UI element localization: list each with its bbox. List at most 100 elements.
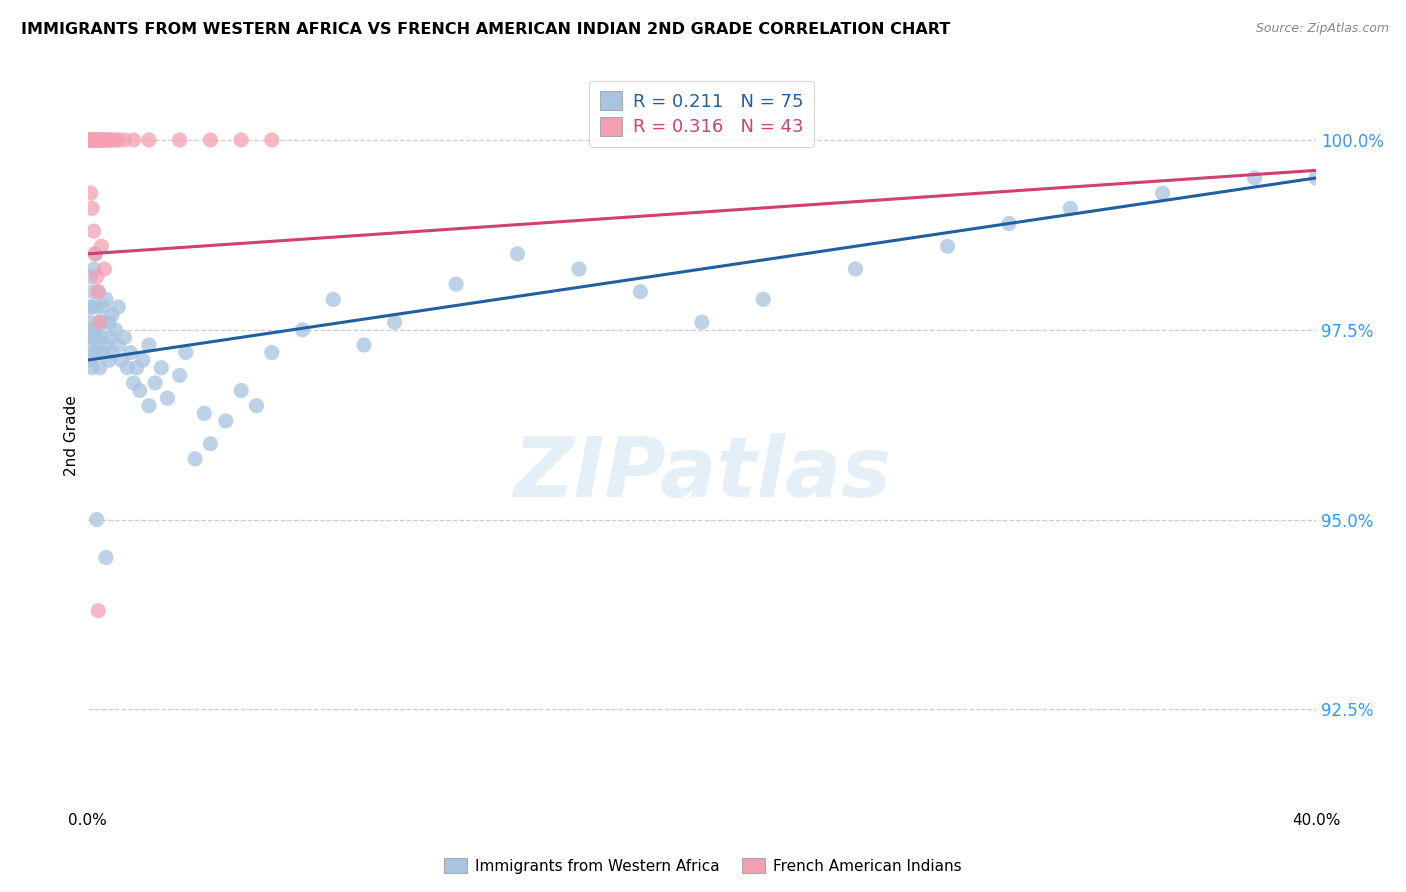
Point [628,285,651,299]
Point [91,133,114,147]
Point [82,285,104,299]
Point [138,399,160,413]
Point [752,293,775,307]
Point [93,315,115,329]
Point [98,315,121,329]
Legend: R = 0.211   N = 75, R = 0.316   N = 43: R = 0.211 N = 75, R = 0.316 N = 43 [589,80,814,147]
Point [87,604,110,618]
Point [87,285,110,299]
Point [128,384,150,398]
Point [80,133,103,147]
Point [1243,170,1265,185]
Point [84,133,107,147]
Point [184,451,207,466]
Point [79,186,101,201]
Point [91,133,114,147]
Point [122,376,145,390]
Point [245,399,267,413]
Point [260,345,283,359]
Point [112,133,135,147]
Point [1305,170,1327,185]
Point [89,315,111,329]
Point [690,315,713,329]
Point [84,133,107,147]
Point [89,315,111,329]
Point [89,133,111,147]
Point [79,269,101,284]
Point [79,133,101,147]
Point [107,133,129,147]
Point [150,360,173,375]
Point [200,133,222,147]
Point [101,345,124,359]
Point [90,133,112,147]
Point [82,133,104,147]
Point [77,300,100,314]
Point [200,436,222,450]
Point [156,391,179,405]
Point [384,315,406,329]
Point [86,300,108,314]
Point [82,300,104,314]
Point [107,338,129,352]
Point [322,293,344,307]
Point [229,133,252,147]
Point [104,133,127,147]
Point [506,247,529,261]
Text: IMMIGRANTS FROM WESTERN AFRICA VS FRENCH AMERICAN INDIAN 2ND GRADE CORRELATION C: IMMIGRANTS FROM WESTERN AFRICA VS FRENCH… [21,22,950,37]
Point [998,217,1021,231]
Point [169,368,191,383]
Point [112,330,135,344]
Point [84,247,107,261]
Point [83,224,105,238]
Point [132,353,155,368]
Point [353,338,375,352]
Point [79,338,101,352]
Point [83,345,105,359]
Point [260,133,283,147]
Point [83,262,105,277]
Point [83,133,105,147]
Point [87,133,110,147]
Point [77,323,100,337]
Point [117,360,139,375]
Point [568,262,591,277]
Text: ZIPatlas: ZIPatlas [513,433,891,514]
Point [125,360,148,375]
Point [120,345,142,359]
Point [89,133,111,147]
Point [122,133,145,147]
Point [444,277,467,292]
Point [87,285,110,299]
Point [101,133,124,147]
Text: Source: ZipAtlas.com: Source: ZipAtlas.com [1256,22,1389,36]
Point [86,512,108,526]
Point [87,345,110,359]
Point [86,133,108,147]
Legend: Immigrants from Western Africa, French American Indians: Immigrants from Western Africa, French A… [439,852,967,880]
Point [91,345,114,359]
Point [100,330,122,344]
Point [94,133,117,147]
Point [79,353,101,368]
Point [169,133,191,147]
Point [86,133,108,147]
Point [98,353,121,368]
Point [138,338,160,352]
Point [844,262,866,277]
Point [1059,202,1081,216]
Point [93,133,115,147]
Point [77,133,100,147]
Point [98,133,121,147]
Point [104,323,127,337]
Point [91,300,114,314]
Point [90,239,112,253]
Point [174,345,197,359]
Point [82,133,104,147]
Point [79,133,101,147]
Y-axis label: 2nd Grade: 2nd Grade [65,396,79,476]
Point [80,330,103,344]
Point [291,323,314,337]
Point [94,550,117,565]
Point [82,360,104,375]
